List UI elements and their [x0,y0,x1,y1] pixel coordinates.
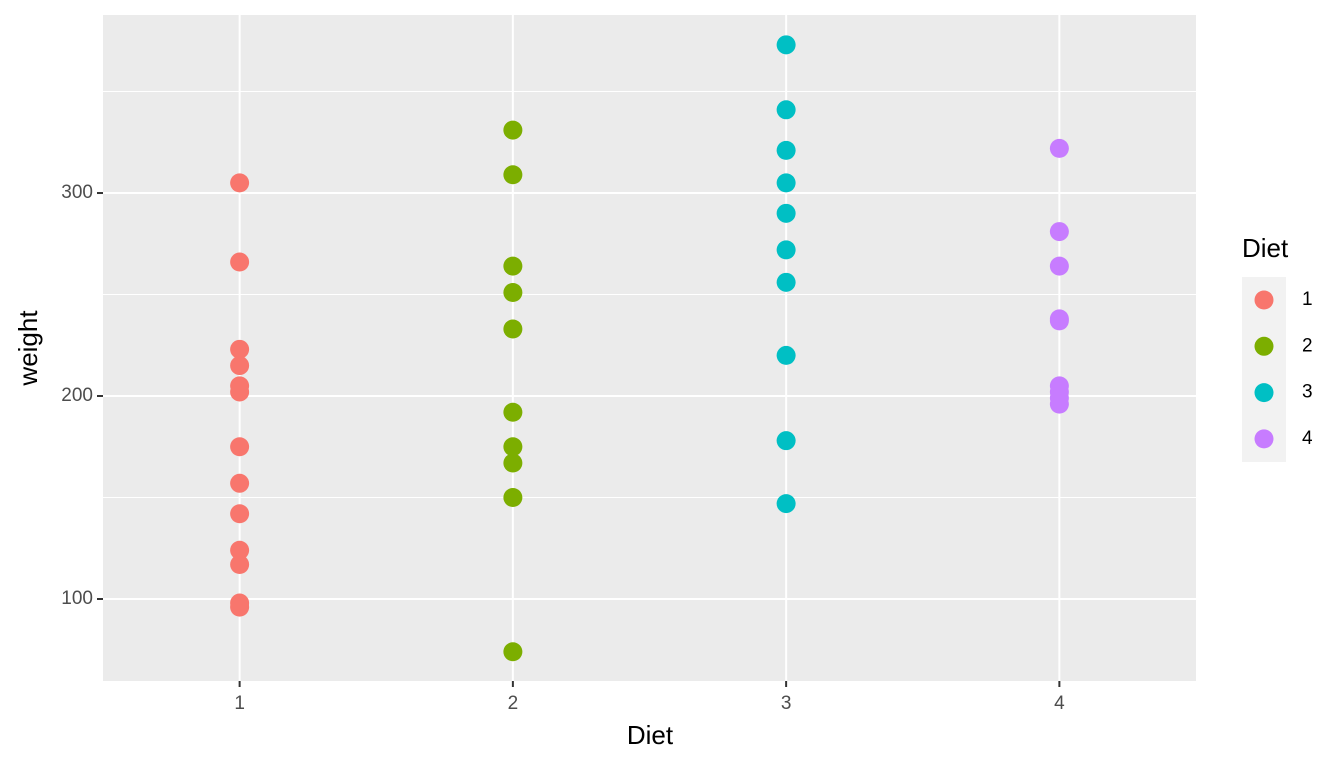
point [776,35,796,55]
point [230,382,250,402]
point [1049,222,1069,242]
point [503,642,523,662]
legend-label: 2 [1302,335,1313,356]
point [230,437,250,457]
point [776,100,796,120]
legend-label: 1 [1302,289,1313,310]
point [230,473,250,493]
y-tick-label: 100 [61,588,93,609]
point [503,319,523,339]
y-tick-label: 300 [61,182,93,203]
point [1049,138,1069,158]
point [230,504,250,524]
point [230,356,250,376]
point [503,437,523,457]
point [1049,394,1069,414]
x-tick-label: 4 [1054,693,1065,714]
x-tick-label: 1 [234,693,245,714]
point [503,120,523,140]
point [503,282,523,302]
point [503,165,523,185]
point [230,540,250,560]
point [503,487,523,507]
point [230,339,250,359]
point [230,173,250,193]
point [503,453,523,473]
y-axis-title: weight [13,310,43,387]
point [776,272,796,292]
y-tick-label: 200 [61,385,93,406]
x-tick-label: 3 [781,693,792,714]
legend-label: 4 [1302,428,1313,449]
point [230,554,250,574]
legend-key [1254,336,1274,356]
legend-key [1254,383,1274,403]
point [776,494,796,514]
legend-title: Diet [1242,233,1289,263]
point [503,256,523,276]
x-axis-title: Diet [627,720,674,750]
point [1049,256,1069,276]
legend-key [1254,290,1274,310]
legend-label: 3 [1302,382,1313,403]
point [776,240,796,260]
point [776,173,796,193]
legend-key [1254,429,1274,449]
x-tick-label: 2 [508,693,519,714]
point [1049,311,1069,331]
point [776,140,796,160]
point [776,203,796,223]
point [776,345,796,365]
point [230,597,250,617]
panel [103,15,1196,681]
point [503,402,523,422]
point [230,252,250,272]
point [776,431,796,451]
